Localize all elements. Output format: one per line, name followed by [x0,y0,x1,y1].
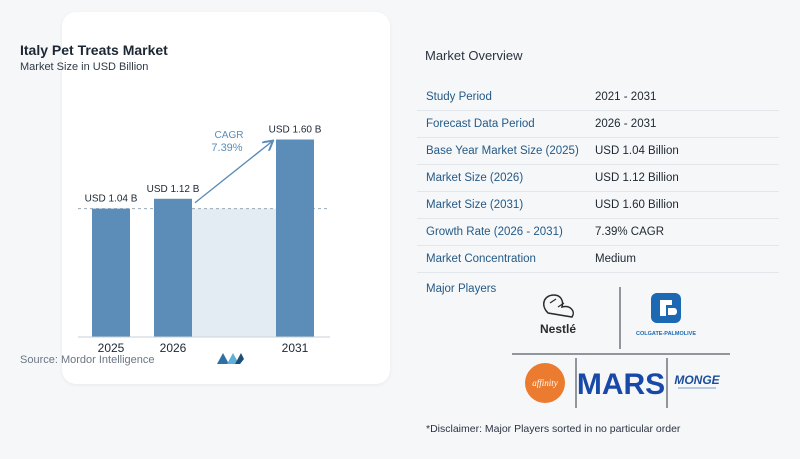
overview-title: Market Overview [425,48,523,63]
cagr-value: 7.39% [211,142,242,154]
row-label: Market Concentration [426,253,536,265]
colgate-logo-text: COLGATE-PALMOLIVE [636,331,696,337]
data-label: USD 1.12 B [147,184,200,195]
x-tick-label: 2031 [282,341,309,355]
row-value: 7.39% CAGR [595,226,665,238]
nestle-logo-icon: Nestlé [540,294,576,336]
mars-logo-text: MARS [577,368,665,401]
data-label: USD 1.04 B [85,194,138,205]
table-row: Market Size (2026) USD 1.12 Billion [417,165,779,192]
row-value: USD 1.04 Billion [595,145,679,157]
bar-2025 [92,208,130,337]
colgate-palmolive-logo-icon: COLGATE-PALMOLIVE [636,293,696,337]
monge-logo-icon: MONGE [674,373,721,389]
source-note: Source: Mordor Intelligence [20,354,155,366]
disclaimer: *Disclaimer: Major Players sorted in no … [426,423,681,435]
row-label: Market Size (2026) [426,172,524,184]
row-label: Base Year Market Size (2025) [426,145,579,157]
row-value: USD 1.60 Billion [595,199,679,211]
table-row: Market Size (2031) USD 1.60 Billion [417,192,779,219]
table-row: Study Period 2021 - 2031 [417,84,779,111]
row-value: 2026 - 2031 [595,118,657,130]
x-tick-label: 2026 [160,341,187,355]
major-players-label: Major Players [426,283,497,295]
table-row: Growth Rate (2026 - 2031) 7.39% CAGR [417,219,779,246]
table-row: Market Concentration Medium [417,246,779,273]
row-value: USD 1.12 Billion [595,172,679,184]
affinity-logo-text: affinity [532,378,558,388]
cagr-arrow [194,142,272,204]
bar-chart: USD 1.04 B 2025 USD 1.12 B 2026 USD 1.60 B 20… [78,125,330,355]
chart-subtitle: Market Size in USD Billion [20,61,149,73]
overview-table: Study Period 2021 - 2031 Forecast Data Pe… [417,84,779,273]
row-label: Study Period [426,91,492,103]
mars-logo-icon: MARS [577,368,665,401]
row-value: 2021 - 2031 [595,91,657,103]
chart-title: Italy Pet Treats Market [20,42,168,58]
data-label: USD 1.60 B [269,125,322,136]
row-label: Growth Rate (2026 - 2031) [426,226,563,238]
nestle-logo-text: Nestlé [540,322,576,336]
growth-band [192,208,276,337]
row-value: Medium [595,253,636,265]
bar-2026 [154,198,192,337]
affinity-logo-icon: affinity [525,363,565,403]
monge-logo-text: MONGE [674,373,720,387]
mordor-logo-icon [217,353,244,364]
bar-2031 [276,139,314,337]
x-tick-label: 2025 [98,341,125,355]
table-row: Forecast Data Period 2026 - 2031 [417,111,779,138]
major-players-logos: Nestlé COLGATE-PALMOLIVE affinity MARS M… [512,287,730,408]
row-label: Forecast Data Period [426,118,535,130]
table-row: Base Year Market Size (2025) USD 1.04 Bil… [417,138,779,165]
cagr-label: CAGR [215,130,244,141]
row-label: Market Size (2031) [426,199,524,211]
